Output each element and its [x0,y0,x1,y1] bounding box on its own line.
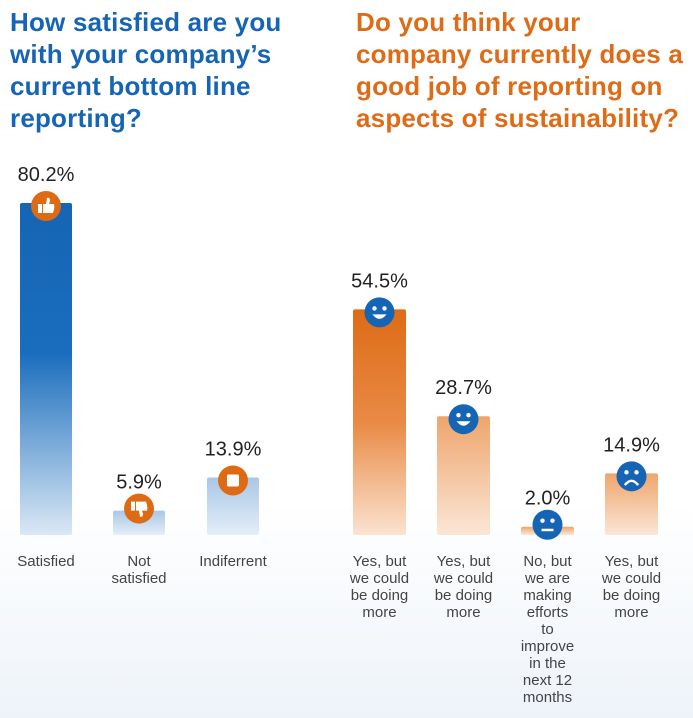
data-label: 14.9% [603,434,660,456]
thumbs-down-icon [124,493,154,524]
bar [353,309,406,535]
bar [605,473,658,535]
category-label: Satisfied [17,553,75,570]
right-chart-title: Do you think your company currently does… [356,7,684,133]
data-label: 2.0% [525,488,571,510]
happy-face-icon [448,404,479,435]
stop-square-icon [218,465,248,496]
category-label: Yes, but we could be doing more [433,553,493,621]
category-label: Indiferrent [199,553,267,570]
bar [437,416,490,535]
sad-face-icon [616,461,647,492]
left-chart-title: How satisfied are you with your company’… [10,7,282,133]
bar [20,203,72,535]
category-label: Not satisfied [111,553,166,587]
category-label: Yes, but we could be doing more [601,553,661,621]
thumbs-up-icon [31,191,61,221]
category-label: Yes, but we could be doing more [349,553,409,621]
data-label: 80.2% [18,164,75,186]
category-label: No, but we are making efforts to improve in th… [521,553,574,706]
data-label: 5.9% [116,472,162,494]
data-label: 28.7% [435,377,492,399]
bar [207,477,259,535]
data-label: 13.9% [205,438,262,460]
data-label: 54.5% [351,270,408,292]
happy-face-icon [364,297,395,328]
neutral-face-icon [532,509,563,540]
